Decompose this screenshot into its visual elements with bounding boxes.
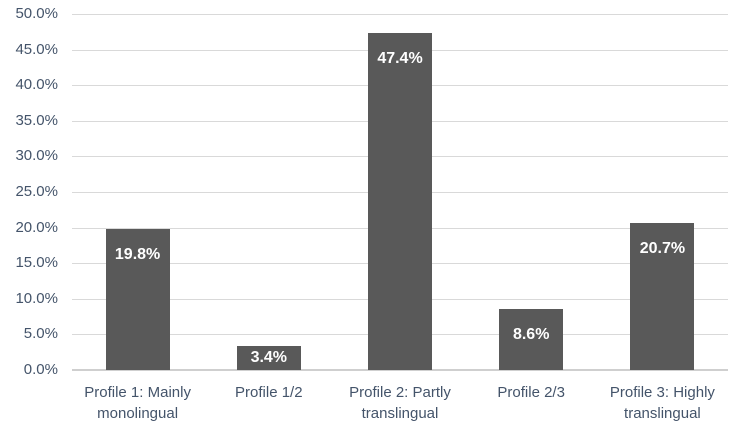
bar-value-label: 47.4% bbox=[377, 49, 423, 67]
y-axis-tick-label: 5.0% bbox=[23, 325, 58, 343]
x-axis-category-label: Profile 3: Highly translingual bbox=[609, 384, 715, 422]
y-axis-tick-label: 45.0% bbox=[15, 40, 58, 58]
bar: 47.4% bbox=[368, 32, 432, 370]
y-axis-tick-label: 25.0% bbox=[15, 183, 58, 200]
y-axis-tick-label: 50.0% bbox=[15, 5, 58, 22]
bar: 19.8% bbox=[105, 229, 170, 370]
x-axis-category-label: Profile 2/3 bbox=[497, 384, 565, 401]
bar: 20.7% bbox=[630, 222, 695, 370]
bar-value-label: 20.7% bbox=[639, 239, 686, 257]
plot-area: 19.8% 3.4% 47.4% 8.6% 20.7% bbox=[72, 14, 728, 371]
x-axis-category-label: Profile 2: Partly translingual bbox=[349, 384, 451, 422]
y-axis-tick-label: 20.0% bbox=[15, 218, 58, 236]
x-axis: Profile 1: Mainly monolingual Profile 1/2… bbox=[72, 382, 728, 434]
y-axis-tick-label: 10.0% bbox=[15, 289, 58, 307]
bar: 3.4% bbox=[236, 345, 301, 370]
y-axis-tick-label: 30.0% bbox=[15, 147, 58, 165]
y-axis-tick-label: 40.0% bbox=[15, 76, 58, 94]
y-axis-tick-label: 0.0% bbox=[23, 361, 58, 378]
x-axis-category-label: Profile 1: Mainly monolingual bbox=[84, 384, 191, 422]
y-axis: 0.0% 5.0% 10.0% 15.0% 20.0% 25.0% 30.0% 35.0% 40… bbox=[0, 6, 58, 378]
bar-value-label: 3.4% bbox=[250, 348, 288, 366]
bar: 8.6% bbox=[499, 308, 564, 370]
y-axis-tick-label: 35.0% bbox=[15, 111, 58, 129]
gridline bbox=[72, 14, 728, 15]
x-axis-category-label: Profile 1/2 bbox=[235, 384, 303, 401]
y-axis-tick-label: 15.0% bbox=[15, 254, 58, 272]
x-axis-line bbox=[72, 369, 728, 371]
bar-value-label: 19.8% bbox=[114, 246, 161, 264]
bar-value-label: 8.6% bbox=[512, 325, 550, 343]
